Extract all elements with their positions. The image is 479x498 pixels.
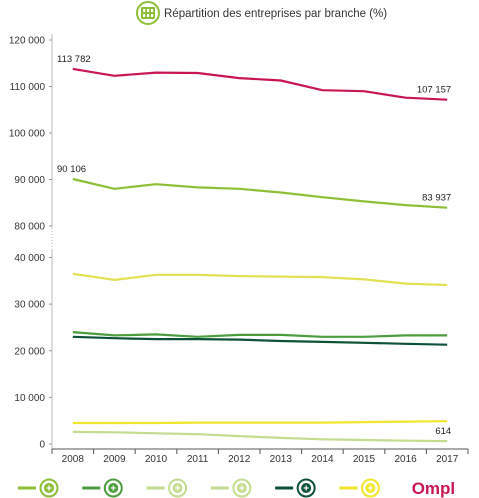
plot-area [72,67,448,443]
series-line-leaf [72,430,448,443]
y-tick-label-90-000: 90 000 [14,175,45,186]
legend-item-leaf [146,478,188,498]
data-label-113-782: 113 782 [57,54,91,65]
y-tick-label-100-000: 100 000 [9,129,46,140]
x-tick-label-2008: 2008 [62,454,85,465]
y-tick-label-40-000: 40 000 [14,253,45,264]
legend: Ompl [18,478,455,498]
series-line-pen [72,420,448,425]
legend-item-ompl: Ompl [412,479,455,498]
x-tick-label-2012: 2012 [228,454,251,465]
legend-item-check [82,478,123,498]
refresh-icon [232,478,252,498]
legend-item-pen [339,478,380,498]
pen-icon [360,478,380,498]
x-tick-label-2009: 2009 [103,454,126,465]
axes: 0 10 000 20 000 30 000 40 000 80 000 90 000 100… [9,34,469,465]
x-tick-label-2013: 2013 [270,454,293,465]
x-tick-label-2014: 2014 [311,454,334,465]
data-label-614: 614 [435,426,451,437]
series-line-badge [72,272,448,287]
series-line-ompl [72,67,448,101]
y-tick-label-30-000: 30 000 [14,300,45,311]
x-tick-label-2011: 2011 [187,454,209,465]
y-tick-label-120-000: 120 000 [9,36,46,47]
series-line-check [72,331,448,338]
y-tick-label-20-000: 20 000 [14,346,45,357]
legend-item-plus [18,478,59,498]
data-label-83-937: 83 937 [422,193,451,204]
x-tick-label-2015: 2015 [353,454,376,465]
y-tick-label-80-000: 80 000 [14,222,45,233]
data-label-107-157: 107 157 [417,85,451,96]
tools-icon [296,478,316,498]
x-tick-label-2016: 2016 [394,454,417,465]
check-icon [103,478,123,498]
legend-item-tools [275,478,316,498]
building-icon [136,1,160,25]
ompl-logo: Ompl [412,479,455,498]
y-tick-label-0: 0 [39,440,45,451]
chart-title: Répartition des entreprises par branche … [164,8,387,20]
chart-title-group: Répartition des entreprises par branche … [136,1,387,25]
plus-icon [39,478,59,498]
data-label-90-106: 90 106 [57,164,86,175]
y-tick-label-110-000: 110 000 [10,82,46,93]
x-tick-label-2017: 2017 [436,454,459,465]
y-tick-label-10-000: 10 000 [14,393,45,404]
series-line-plus [72,177,448,209]
data-labels: 113 782 107 157 90 106 83 937 614 [57,54,451,437]
legend-item-refresh [210,478,252,498]
leaf-icon [168,478,188,498]
series-line-tools [72,335,448,346]
x-tick-label-2010: 2010 [145,454,168,465]
